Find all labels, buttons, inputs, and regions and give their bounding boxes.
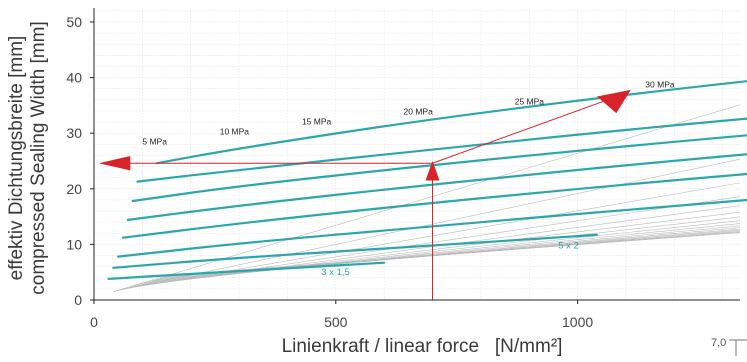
- annotation-diagonal-arrow: [596, 89, 631, 114]
- y-axis-title-line1: effektiv Dichtungsbreite [mm]: [6, 36, 27, 281]
- pressure-label: 5 MPa: [142, 136, 167, 146]
- series-group: [107, 80, 747, 280]
- pressure-label: 25 MPa: [515, 96, 545, 106]
- series-line: [136, 117, 747, 183]
- pressure-line: [163, 230, 740, 278]
- series-label: 3 x 1,5: [321, 267, 350, 278]
- y-tick-label: 50: [66, 14, 82, 30]
- series-label: 5 x 2: [558, 240, 579, 251]
- y-tick-label: 40: [66, 70, 82, 86]
- x-tick-label: 500: [324, 314, 348, 330]
- annotation-left-arrow: [98, 155, 131, 171]
- x-axis-title: Linienkraft / linear force [N/mm²]: [282, 336, 563, 357]
- axes: 0500100015002000250001020304050: [66, 8, 747, 356]
- pressure-label: 20 MPa: [404, 106, 434, 116]
- corner-label: 7,0: [711, 337, 726, 349]
- pressure-line: [117, 158, 740, 291]
- pressure-line: [132, 211, 740, 287]
- y-tick-label: 30: [66, 125, 82, 141]
- y-tick-label: 0: [74, 292, 82, 308]
- y-axis-title-line2: compressed Sealing Width [mm]: [28, 21, 49, 295]
- pressure-label: 15 MPa: [302, 116, 332, 126]
- pressure-lines: [113, 104, 740, 292]
- y-tick-label: 20: [66, 181, 82, 197]
- pressure-line: [121, 182, 740, 290]
- y-tick-label: 10: [66, 236, 82, 252]
- series-line: [107, 261, 386, 280]
- pressure-line: [124, 196, 740, 289]
- series-line: [131, 134, 747, 203]
- x-tick-label: 1000: [562, 314, 593, 330]
- pressure-label: 30 MPa: [645, 80, 675, 90]
- x-tick-label: 0: [90, 314, 98, 330]
- series-line: [112, 233, 598, 269]
- corner-bracket: [729, 339, 747, 356]
- annotation-diagonal-line: [432, 92, 627, 164]
- series-line: [126, 153, 747, 221]
- series-line: [117, 198, 747, 258]
- pressure-line: [171, 232, 740, 276]
- series-line: [155, 80, 747, 165]
- pressure-line: [113, 104, 740, 292]
- pressure-line: [159, 230, 740, 279]
- pressure-line: [167, 231, 740, 277]
- pressure-label: 10 MPa: [220, 126, 250, 136]
- annotation-up-arrow: [425, 161, 440, 181]
- series-line: [121, 172, 747, 239]
- reading-annotation: [98, 89, 631, 300]
- pressure-line: [128, 205, 740, 288]
